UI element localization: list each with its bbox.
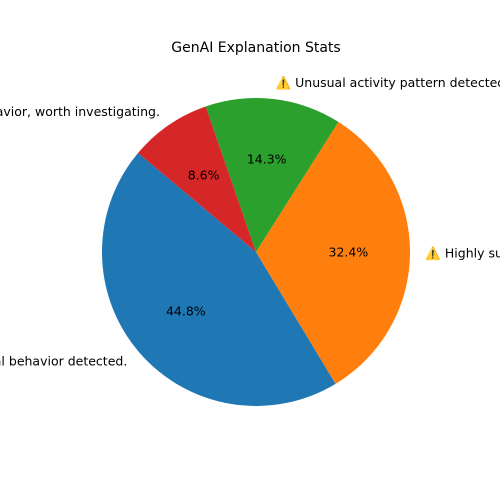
slice-percent-0: 44.8% <box>166 304 206 319</box>
slice-label-1: ⚠️ Highly suspicious activity, immediate… <box>425 245 500 260</box>
slice-percent-1: 32.4% <box>329 245 369 260</box>
slice-label-0: ✅ Normal behavior detected. <box>0 354 127 369</box>
slice-label-2: ⚠️ Unusual activity pattern detected. <box>276 75 500 90</box>
slice-percent-3: 8.6% <box>188 167 220 182</box>
pie-slice-3 <box>138 106 256 252</box>
slice-percent-2: 14.3% <box>247 152 287 167</box>
pie-slice-1 <box>256 121 411 384</box>
pie-slice-0 <box>101 153 336 407</box>
pie-slices <box>101 97 411 407</box>
pie-labels: ✅ Normal behavior detected. 44.8% ⚠️ Highl… <box>0 75 500 368</box>
pie-slice-2 <box>205 97 339 253</box>
chart-title: GenAI Explanation Stats <box>171 40 340 56</box>
slice-label-3: ❓ Unclear behavior, worth investigating. <box>0 104 160 119</box>
